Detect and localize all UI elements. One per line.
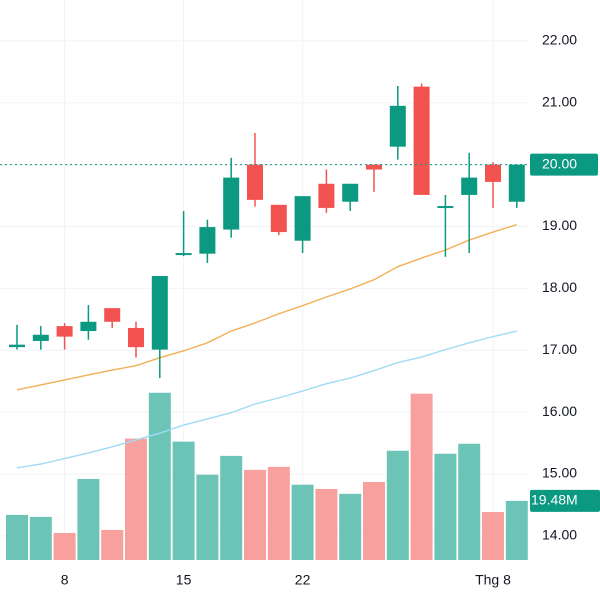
candle-body <box>318 183 335 208</box>
candle-body <box>104 308 121 322</box>
y-tick-label: 17.00 <box>542 341 577 357</box>
candle-body <box>413 86 430 195</box>
candle-body <box>151 275 168 350</box>
y-tick-label: 15.00 <box>542 465 577 481</box>
volume-label-box <box>530 489 600 512</box>
volume-bar <box>267 466 290 560</box>
candle-body <box>32 334 49 341</box>
volume-bar <box>53 532 76 560</box>
moving-average-line <box>16 223 518 391</box>
candle-body <box>247 164 263 200</box>
candle-body <box>199 227 216 254</box>
volume-bar <box>458 443 481 560</box>
x-tick-label: 15 <box>176 572 192 588</box>
volume-bar <box>363 481 385 560</box>
volume-bar <box>291 484 314 560</box>
volume-bar <box>386 450 409 560</box>
volume-bar <box>339 493 362 560</box>
volume-label: 19.48M <box>531 492 578 508</box>
candle-body <box>9 344 25 348</box>
candle-body <box>508 164 525 202</box>
volume-bar <box>196 474 219 560</box>
x-tick-label: 8 <box>61 572 69 588</box>
candle-body <box>128 327 144 348</box>
moving-average-line <box>16 330 517 469</box>
candle-body <box>342 183 359 202</box>
candle-body <box>56 326 73 337</box>
candle-body <box>80 321 97 332</box>
candle-body <box>389 105 406 147</box>
last-price-box <box>530 153 598 176</box>
volume-bar <box>315 488 338 560</box>
candle-body <box>223 177 240 230</box>
volume-bar <box>220 455 243 560</box>
volume-bar <box>29 516 52 560</box>
y-tick-label: 18.00 <box>542 279 577 295</box>
volume-bar <box>410 393 433 560</box>
y-tick-label: 14.00 <box>542 527 577 543</box>
volume-bar <box>172 441 195 560</box>
candle-body <box>270 204 287 233</box>
volume-bar <box>434 453 457 560</box>
volume-bar <box>6 514 28 560</box>
candle-body <box>175 253 192 256</box>
volume-bar <box>77 478 100 560</box>
candle-body <box>485 164 501 182</box>
candle-body <box>437 206 454 209</box>
volume-bar <box>505 500 528 560</box>
y-tick-label: 21.00 <box>542 93 577 109</box>
x-tick-label: Thg 8 <box>475 572 511 588</box>
volume-bar <box>482 512 504 560</box>
x-tick-label: 22 <box>295 572 311 588</box>
last-price-label: 20.00 <box>542 155 577 171</box>
volume-bar <box>148 392 171 560</box>
candle-body <box>294 196 311 241</box>
candle-body <box>461 177 478 195</box>
volume-bar <box>125 438 147 560</box>
y-tick-label: 19.00 <box>542 217 577 233</box>
candle-body <box>366 164 382 170</box>
y-tick-label: 22.00 <box>542 32 577 48</box>
volume-bar <box>244 469 266 560</box>
y-tick-label: 16.00 <box>542 403 577 419</box>
volume-bar <box>101 529 124 560</box>
